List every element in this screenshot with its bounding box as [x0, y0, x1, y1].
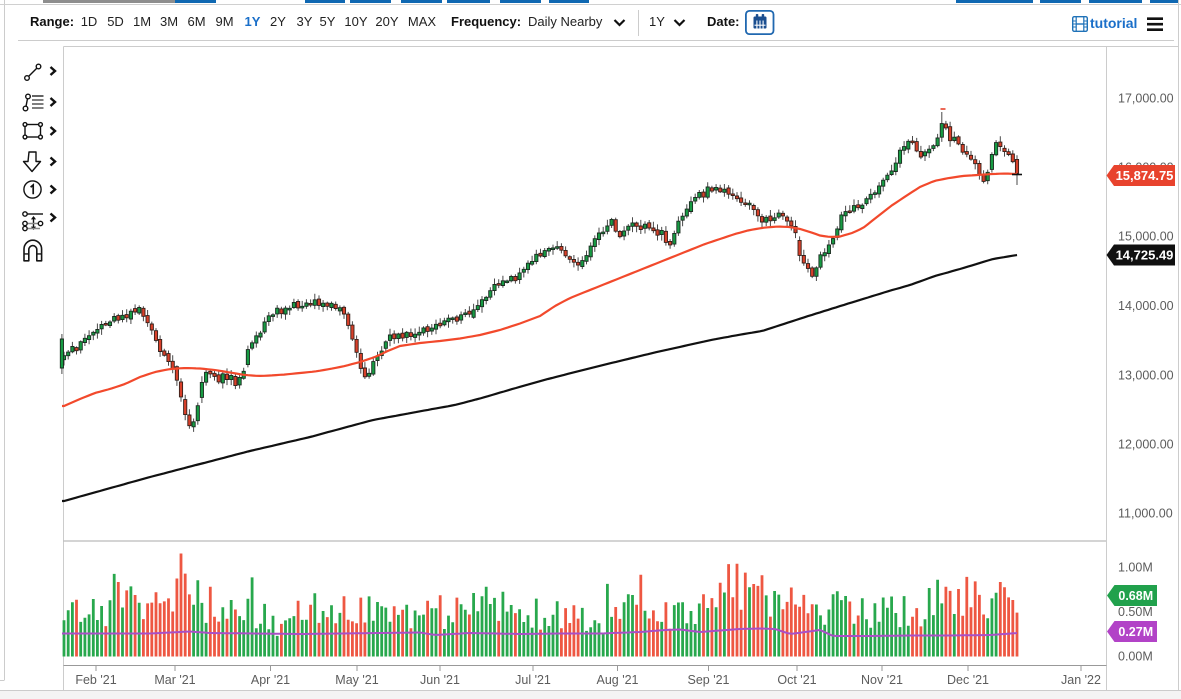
svg-text:15,000.00: 15,000.00 — [1118, 229, 1174, 243]
svg-text:14,000.00: 14,000.00 — [1118, 299, 1174, 313]
svg-text:1.00M: 1.00M — [1118, 560, 1153, 574]
svg-text:Dec '21: Dec '21 — [947, 673, 989, 687]
svg-text:12,000.00: 12,000.00 — [1118, 437, 1174, 451]
svg-text:11,000.00: 11,000.00 — [1118, 506, 1173, 520]
svg-text:Apr '21: Apr '21 — [251, 673, 290, 687]
svg-text:Oct '21: Oct '21 — [777, 673, 816, 687]
svg-text:Feb '21: Feb '21 — [75, 673, 116, 687]
svg-text:May '21: May '21 — [335, 673, 378, 687]
svg-text:Mar '21: Mar '21 — [154, 673, 195, 687]
svg-text:Aug '21: Aug '21 — [596, 673, 638, 687]
svg-text:0.00M: 0.00M — [1118, 649, 1153, 663]
svg-text:17,000.00: 17,000.00 — [1118, 91, 1174, 105]
svg-text:0.27M: 0.27M — [1118, 625, 1153, 639]
svg-text:0.68M: 0.68M — [1118, 589, 1153, 603]
svg-text:Sep '21: Sep '21 — [687, 673, 729, 687]
svg-text:Nov '21: Nov '21 — [861, 673, 903, 687]
svg-text:0.50M: 0.50M — [1118, 605, 1153, 619]
svg-text:Jun '21: Jun '21 — [420, 673, 460, 687]
svg-text:Jul '21: Jul '21 — [515, 673, 551, 687]
svg-text:15,874.75: 15,874.75 — [1116, 168, 1174, 183]
svg-text:14,725.49: 14,725.49 — [1116, 248, 1174, 263]
svg-text:13,000.00: 13,000.00 — [1118, 368, 1174, 382]
svg-text:Jan '22: Jan '22 — [1061, 673, 1101, 687]
